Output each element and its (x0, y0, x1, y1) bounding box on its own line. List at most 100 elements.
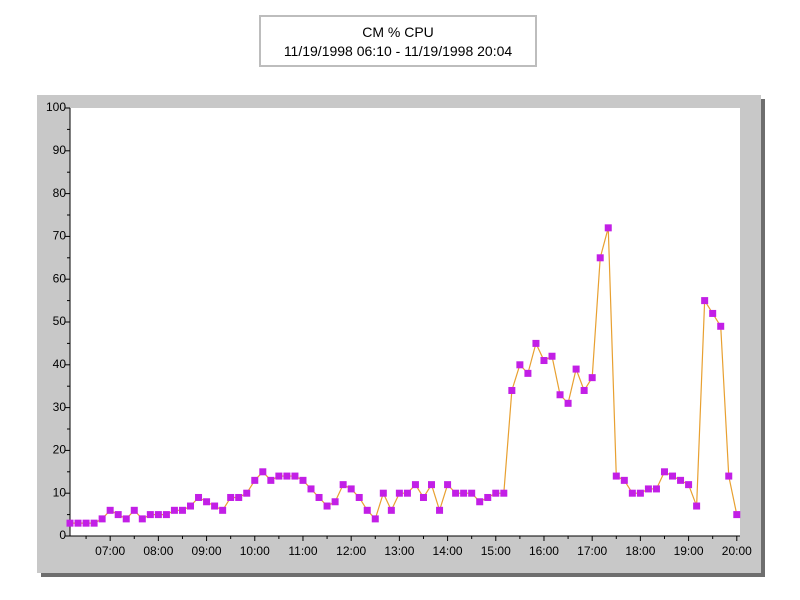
data-point (436, 506, 444, 514)
plot-area (70, 108, 740, 536)
data-point (387, 506, 395, 514)
data-point (701, 297, 709, 305)
data-point (187, 502, 195, 510)
data-point (379, 489, 387, 497)
data-point (709, 309, 717, 317)
data-point (516, 361, 524, 369)
y-tick-label: 100 (46, 100, 66, 114)
data-point (693, 502, 701, 510)
frame (37, 95, 761, 573)
data-point (556, 391, 564, 399)
data-point (564, 399, 572, 407)
data-point (291, 472, 299, 480)
data-point (235, 493, 243, 501)
data-point (628, 489, 636, 497)
data-point (411, 481, 419, 489)
y-tick-label: 10 (53, 485, 67, 499)
x-tick-label: 18:00 (625, 544, 655, 558)
data-point (178, 506, 186, 514)
y-tick-label: 30 (53, 400, 67, 414)
x-tick-label: 08:00 (143, 544, 173, 558)
data-point (259, 468, 267, 476)
data-point (146, 511, 154, 519)
data-point (106, 506, 114, 514)
data-point (339, 481, 347, 489)
x-tick-label: 10:00 (240, 544, 270, 558)
data-point (114, 511, 122, 519)
data-point (580, 386, 588, 394)
data-point (548, 352, 556, 360)
y-tick-label: 80 (53, 186, 67, 200)
data-point (395, 489, 403, 497)
x-tick-label: 15:00 (481, 544, 511, 558)
data-point (122, 515, 130, 523)
y-tick-label: 40 (53, 357, 67, 371)
data-point (460, 489, 468, 497)
series-line (70, 227, 738, 524)
data-point (572, 365, 580, 373)
data-point (363, 506, 371, 514)
x-tick-label: 07:00 (95, 544, 125, 558)
data-point (636, 489, 644, 497)
data-point (90, 519, 98, 527)
y-tick-label: 50 (53, 314, 67, 328)
x-tick-label: 19:00 (674, 544, 704, 558)
data-point (355, 493, 363, 501)
x-tick-label: 12:00 (336, 544, 366, 558)
data-point (596, 254, 604, 262)
data-point (98, 515, 106, 523)
data-point (243, 489, 251, 497)
x-tick-label: 20:00 (722, 544, 752, 558)
data-point (669, 472, 677, 480)
chart-subtitle: 11/19/1998 06:10 - 11/19/1998 20:04 (283, 43, 513, 59)
data-point (323, 502, 331, 510)
x-tick-label: 09:00 (192, 544, 222, 558)
data-point (307, 485, 315, 493)
data-point (717, 322, 725, 330)
data-point (331, 498, 339, 506)
data-point (733, 511, 741, 519)
x-tick-label: 17:00 (577, 544, 607, 558)
data-point (74, 519, 82, 527)
data-point (588, 374, 596, 382)
data-point (267, 476, 275, 484)
data-point (66, 519, 74, 527)
data-point (660, 468, 668, 476)
data-point (162, 511, 170, 519)
data-point (468, 489, 476, 497)
data-point (677, 476, 685, 484)
y-tick-label: 20 (53, 443, 67, 457)
y-tick-label: 0 (59, 528, 66, 542)
data-point (532, 339, 540, 347)
data-point (251, 476, 259, 484)
x-tick-label: 13:00 (384, 544, 414, 558)
data-point (419, 493, 427, 501)
data-point (444, 481, 452, 489)
data-point (82, 519, 90, 527)
data-point (476, 498, 484, 506)
data-point (540, 357, 548, 365)
data-point (275, 472, 283, 480)
y-tick-label: 60 (53, 271, 67, 285)
data-point (219, 506, 227, 514)
data-point (347, 485, 355, 493)
data-point (195, 493, 203, 501)
x-tick-label: 14:00 (433, 544, 463, 558)
data-point (492, 489, 500, 497)
data-point (612, 472, 620, 480)
title-box: CM % CPU 11/19/1998 06:10 - 11/19/1998 2… (259, 15, 537, 67)
data-point (203, 498, 211, 506)
data-point (315, 493, 323, 501)
data-point (685, 481, 693, 489)
data-point (130, 506, 138, 514)
data-point (403, 489, 411, 497)
data-point (227, 493, 235, 501)
data-point (524, 369, 532, 377)
data-point (138, 515, 146, 523)
data-point (154, 511, 162, 519)
data-point (620, 476, 628, 484)
data-point (644, 485, 652, 493)
data-point (484, 493, 492, 501)
chart-title: CM % CPU (362, 24, 434, 40)
